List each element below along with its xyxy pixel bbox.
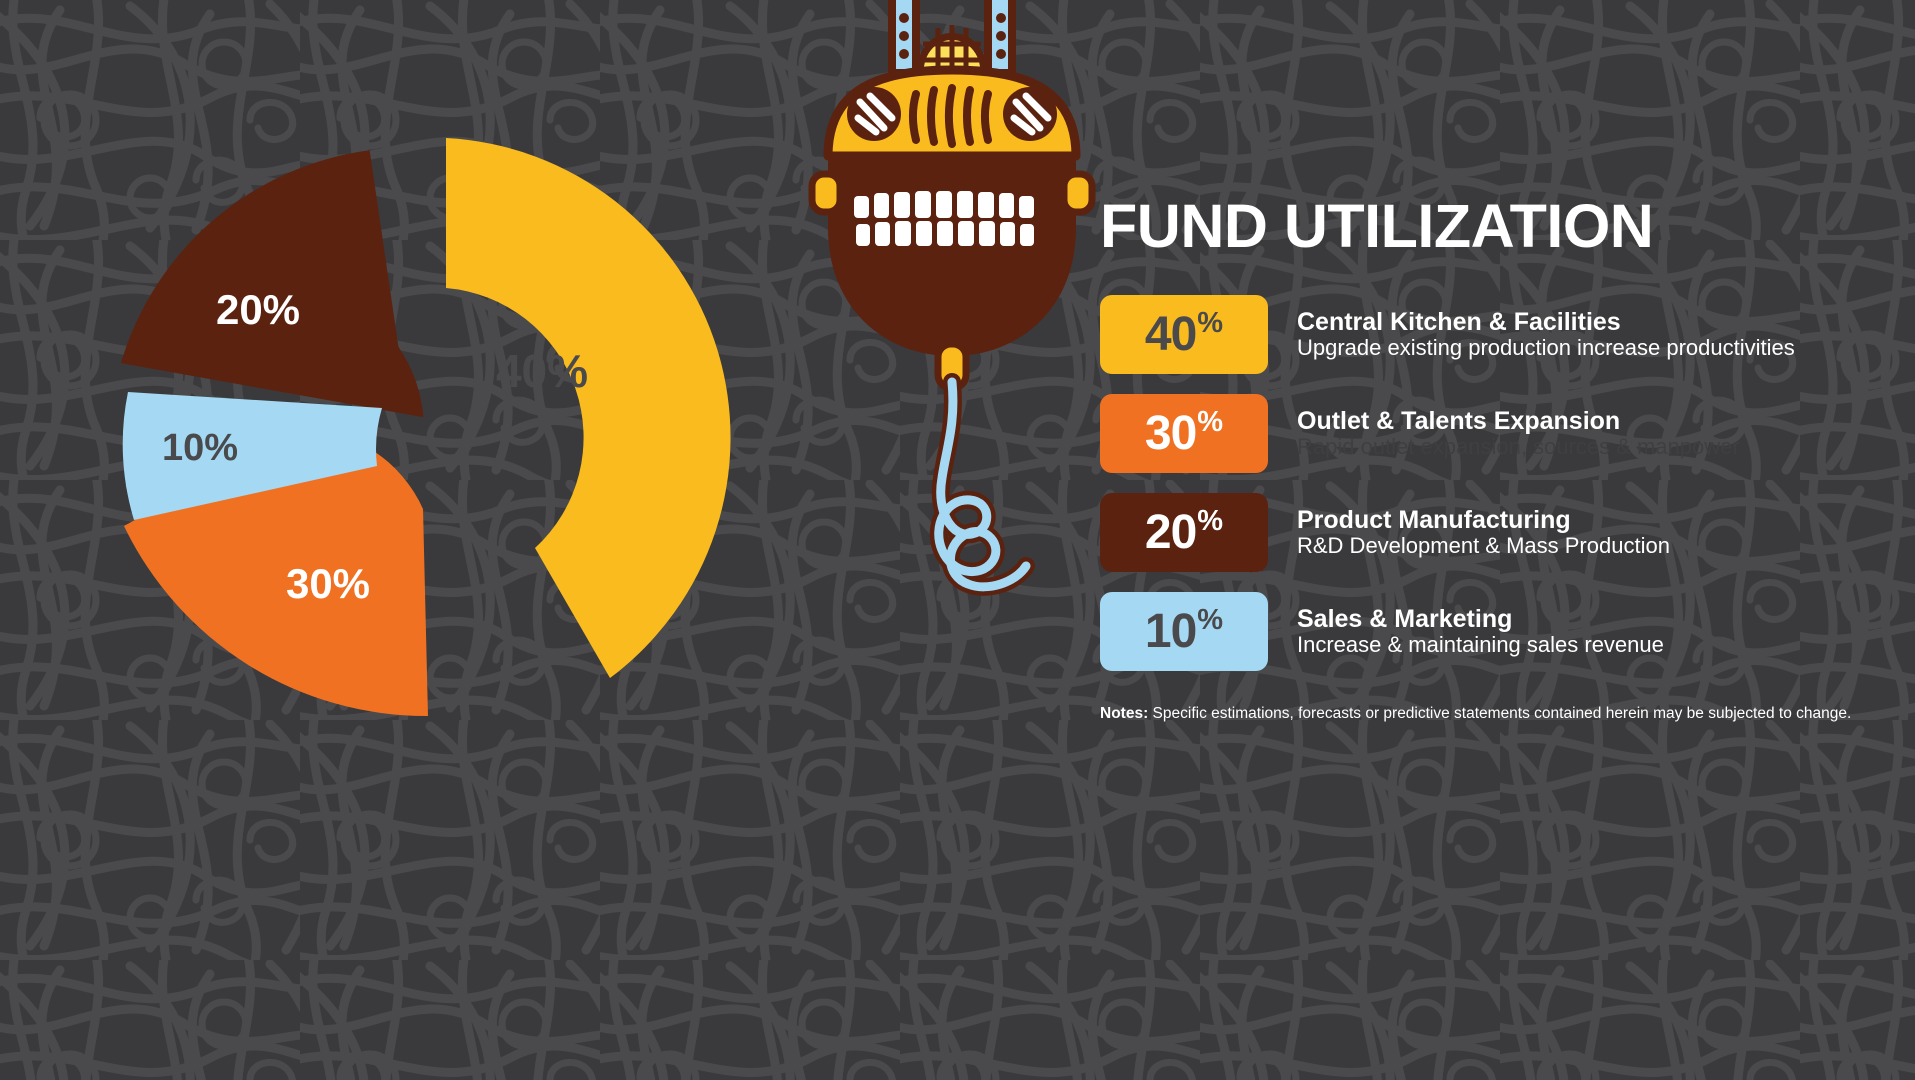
legend-subtitle-central-kitchen: Upgrade existing production increase pro…	[1297, 334, 1795, 360]
legend-title-outlet-talents: Outlet & Talents Expansion	[1297, 406, 1621, 435]
mascot-right-eye-icon	[1003, 87, 1057, 141]
pie-slice-sales-marketing[interactable]: 10%	[122, 392, 383, 520]
donut-svg: 40% 30% 20% 10%	[107, 138, 731, 717]
legend-text-outlet-talents: Outlet & Talents Expansion Rapid outlet …	[1297, 406, 1860, 460]
percent-badge-30: 30 %	[1100, 394, 1268, 473]
legend-title-product-manufacturing: Product Manufacturing	[1297, 505, 1571, 534]
mascot-left-eye-icon	[847, 87, 901, 141]
percent-badge-10: 10 %	[1100, 592, 1268, 671]
percent-number-20: 20	[1144, 505, 1197, 559]
legend-title-central-kitchen: Central Kitchen & Facilities	[1297, 307, 1621, 336]
mascot-crest-icon	[916, 25, 988, 78]
legend-item-product-manufacturing[interactable]: 20 % Product Manufacturing R&D Developme…	[1100, 493, 1860, 572]
percent-sign-20: %	[1197, 505, 1224, 537]
legend-item-outlet-talents[interactable]: 30 % Outlet & Talents Expansion Rapid ou…	[1100, 394, 1860, 473]
legend-title-sales-marketing: Sales & Marketing	[1297, 604, 1513, 633]
pie-slice-label-40: 40%	[496, 345, 588, 397]
pie-slice-product-manufacturing[interactable]: 20%	[107, 148, 424, 438]
percent-badge-40: 40 %	[1100, 295, 1268, 374]
percent-number-10: 10	[1144, 604, 1197, 658]
mascot-head-icon	[808, 65, 1096, 356]
notes-line: Notes: Specific estimations, forecasts o…	[1100, 705, 1860, 724]
legend-text-sales-marketing: Sales & Marketing Increase & maintaining…	[1297, 604, 1860, 658]
notes-text: Specific estimations, forecasts or predi…	[1148, 705, 1852, 722]
mascot-noodle-tail-icon	[929, 373, 1035, 596]
legend-subtitle-sales-marketing: Increase & maintaining sales revenue	[1297, 631, 1664, 657]
pie-slice-label-30: 30%	[286, 560, 370, 607]
percent-badge-20: 20 %	[1100, 493, 1268, 572]
percent-sign-40: %	[1197, 307, 1224, 339]
legend-text-product-manufacturing: Product Manufacturing R&D Development & …	[1297, 505, 1860, 559]
percent-number-40: 40	[1144, 307, 1197, 361]
percent-number-30: 30	[1144, 406, 1197, 460]
mascot-forehead-stripes-icon	[909, 84, 992, 148]
page-title: FUND UTILIZATION	[1100, 192, 1654, 260]
legend-subtitle-product-manufacturing: R&D Development & Mass Production	[1297, 532, 1670, 558]
legend-item-sales-marketing[interactable]: 10 % Sales & Marketing Increase & mainta…	[1100, 592, 1860, 671]
legend-subtitle-outlet-talents: Rapid outlet expansion, sources & manpow…	[1297, 433, 1740, 459]
pie-slice-central-kitchen[interactable]: 40%	[446, 138, 731, 678]
percent-sign-30: %	[1197, 406, 1224, 438]
fund-utilization-donut-chart: 40% 30% 20% 10%	[110, 110, 760, 750]
pie-slice-label-20: 20%	[216, 286, 300, 333]
legend-text-central-kitchen: Central Kitchen & Facilities Upgrade exi…	[1297, 307, 1860, 361]
pie-slice-label-10: 10%	[162, 427, 238, 469]
notes-label: Notes:	[1100, 705, 1149, 722]
mascot-teeth-icon	[854, 191, 1034, 246]
fund-utilization-panel: FUND UTILIZATION 40 % Central Kitchen & …	[1100, 196, 1860, 724]
percent-sign-10: %	[1197, 604, 1224, 636]
legend-item-central-kitchen[interactable]: 40 % Central Kitchen & Facilities Upgrad…	[1100, 295, 1860, 374]
noodle-mascot-icon	[808, 0, 1096, 596]
